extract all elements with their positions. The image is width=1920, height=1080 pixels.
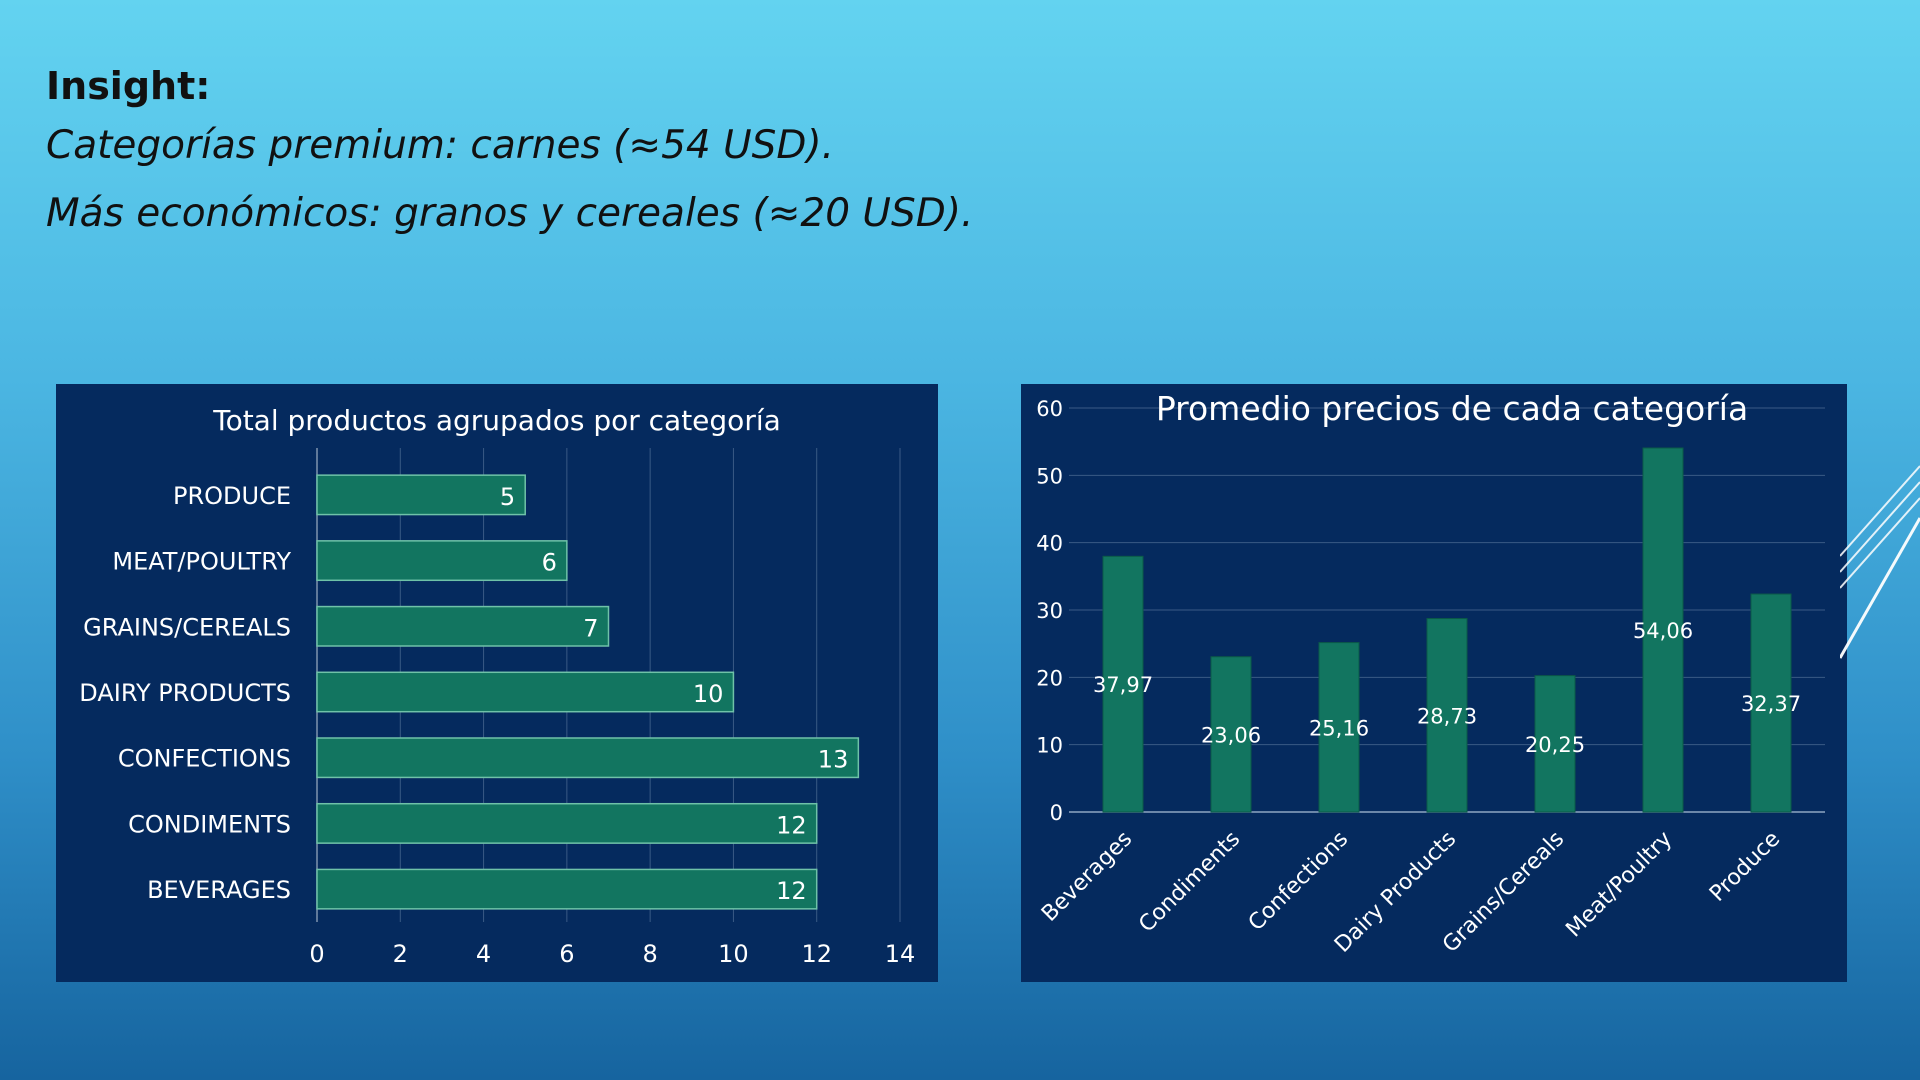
data-label: 6 xyxy=(542,549,557,577)
chart-title: Promedio precios de cada categoría xyxy=(1156,389,1748,428)
category-label: BEVERAGES xyxy=(147,876,291,904)
data-label: 28,73 xyxy=(1417,704,1477,728)
bar xyxy=(1642,447,1684,813)
x-tick-label: 6 xyxy=(559,940,574,968)
category-label: GRAINS/CEREALS xyxy=(83,613,291,641)
data-label: 25,16 xyxy=(1309,716,1369,740)
x-tick-label: 12 xyxy=(801,940,832,968)
y-tick-label: 50 xyxy=(1036,464,1063,488)
bar xyxy=(1534,675,1576,813)
decorative-stripes xyxy=(1840,465,1920,659)
category-label: CONFECTIONS xyxy=(118,745,291,773)
y-tick-label: 30 xyxy=(1036,599,1063,623)
x-tick-label: 2 xyxy=(393,940,408,968)
y-tick-label: 40 xyxy=(1036,532,1063,556)
category-label: Meat/Poultry xyxy=(1561,827,1677,943)
category-label: Beverages xyxy=(1037,827,1137,927)
category-label: DAIRY PRODUCTS xyxy=(79,679,291,707)
bar xyxy=(1318,642,1360,813)
bar xyxy=(316,802,818,844)
products-per-category-svg: Total productos agrupados por categoría 0… xyxy=(79,404,916,968)
bar xyxy=(316,671,735,713)
insight-block: Insight: Categorías premium: carnes (≈54… xyxy=(46,60,973,248)
data-label: 12 xyxy=(776,811,807,839)
average-price-chart: 0 10 20 30 40 50 60 Promedio precios de cada ca… xyxy=(1021,384,1847,982)
bar xyxy=(316,868,818,910)
data-label: 37,97 xyxy=(1093,673,1153,697)
category-label: PRODUCE xyxy=(173,482,291,510)
category-label: MEAT/POULTRY xyxy=(112,548,291,576)
category-label: CONDIMENTS xyxy=(128,810,291,838)
data-label: 32,37 xyxy=(1741,692,1801,716)
category-label: Condiments xyxy=(1134,827,1245,938)
data-label: 7 xyxy=(583,614,598,642)
products-per-category-chart: Total productos agrupados por categoría 0… xyxy=(56,384,938,982)
bar xyxy=(316,474,526,516)
bar xyxy=(316,605,610,647)
data-label: 23,06 xyxy=(1201,723,1261,747)
data-label: 13 xyxy=(818,746,849,774)
bar xyxy=(1210,656,1252,813)
data-label: 10 xyxy=(693,680,724,708)
category-label: Confections xyxy=(1244,827,1353,936)
x-tick-label: 4 xyxy=(476,940,491,968)
bar xyxy=(1102,555,1144,813)
x-tick-label: 14 xyxy=(885,940,916,968)
data-label: 54,06 xyxy=(1633,619,1693,643)
insight-heading: Insight: xyxy=(46,64,211,108)
y-tick-label: 20 xyxy=(1036,666,1063,690)
category-label: Produce xyxy=(1705,827,1785,907)
y-tick-label: 0 xyxy=(1050,801,1063,825)
bar xyxy=(316,540,568,582)
bar xyxy=(1750,593,1792,813)
data-label: 20,25 xyxy=(1525,733,1585,757)
data-label: 5 xyxy=(500,483,515,511)
average-price-svg: 0 10 20 30 40 50 60 Promedio precios de cada ca… xyxy=(1036,389,1825,958)
y-tick-label: 10 xyxy=(1036,734,1063,758)
x-tick-label: 0 xyxy=(309,940,324,968)
x-tick-label: 10 xyxy=(718,940,749,968)
x-tick-label: 8 xyxy=(643,940,658,968)
insight-line-premium: Categorías premium: carnes (≈54 USD). xyxy=(46,123,835,168)
bar xyxy=(316,737,860,779)
y-tick-label: 60 xyxy=(1036,397,1063,421)
bar xyxy=(1426,618,1468,813)
chart-title: Total productos agrupados por categoría xyxy=(212,404,781,437)
insight-line-economic: Más económicos: granos y cereales (≈20 U… xyxy=(46,191,974,236)
data-label: 12 xyxy=(776,877,807,905)
